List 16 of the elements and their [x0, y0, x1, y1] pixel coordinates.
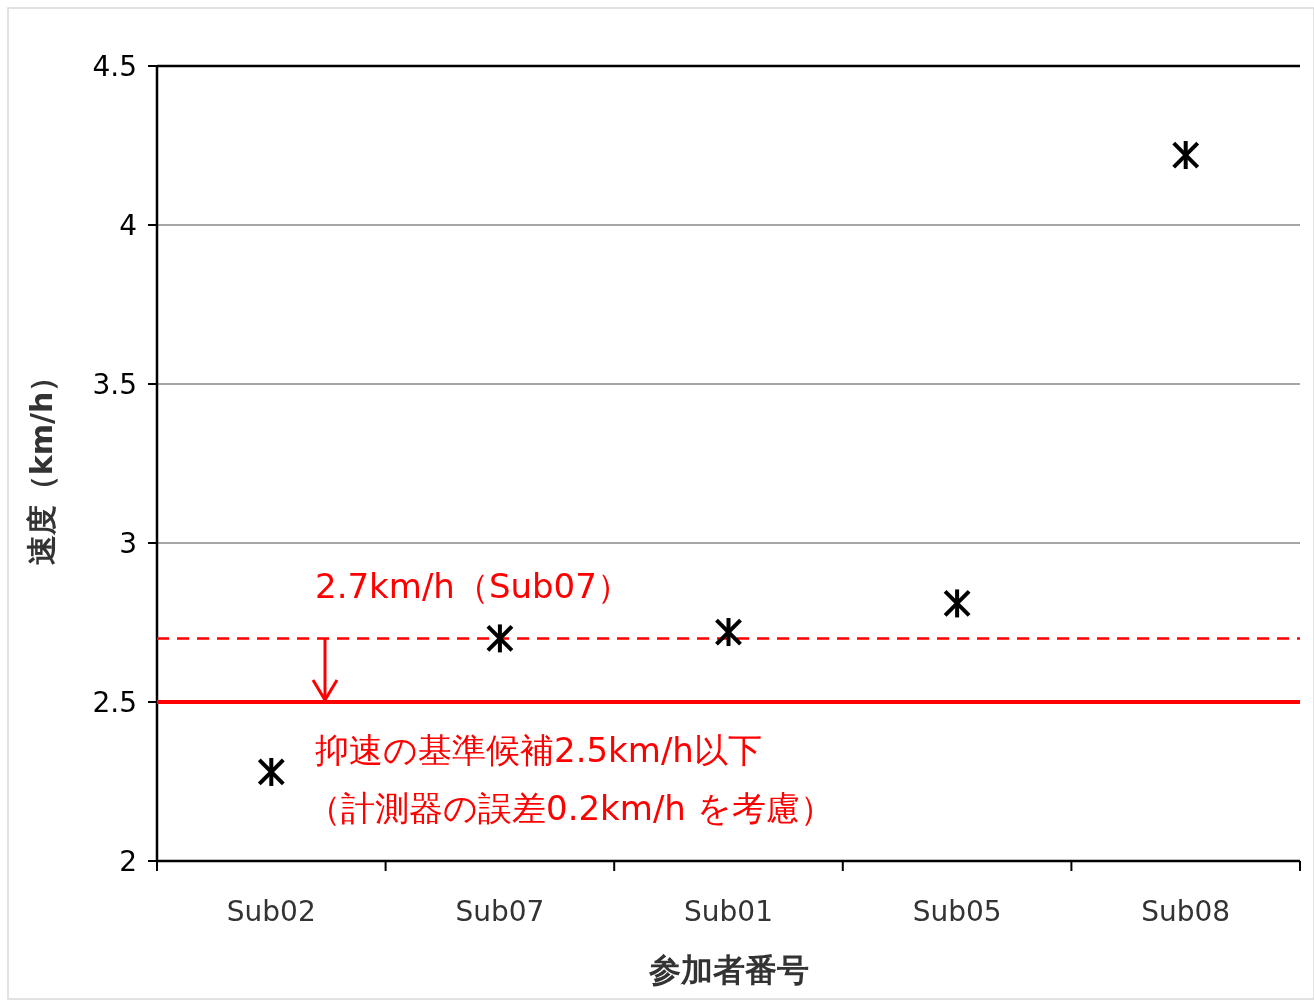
x-tick-label: Sub08 — [1141, 895, 1231, 928]
y-axis-title: 速度（km/h） — [24, 361, 59, 566]
y-tick-label: 4 — [119, 209, 137, 242]
y-tick-label: 2 — [119, 845, 137, 878]
ref-line-label: 抑速の基準候補2.5km/h以下 — [315, 730, 762, 770]
x-tick-label: Sub07 — [455, 895, 545, 928]
x-axis-title: 参加者番号 — [647, 951, 809, 989]
x-tick-label: Sub05 — [912, 895, 1002, 928]
y-tick-label: 3 — [119, 527, 137, 560]
ref-line-label: 2.7km/h（Sub07） — [315, 566, 631, 607]
y-tick-label: 4.5 — [92, 50, 137, 83]
y-tick-label: 2.5 — [92, 686, 137, 719]
y-tick-label: 3.5 — [92, 368, 137, 401]
x-tick-label: Sub02 — [226, 895, 316, 928]
annotation: （計測器の誤差0.2km/h を考慮） — [307, 788, 834, 828]
x-tick-label: Sub01 — [684, 895, 773, 928]
